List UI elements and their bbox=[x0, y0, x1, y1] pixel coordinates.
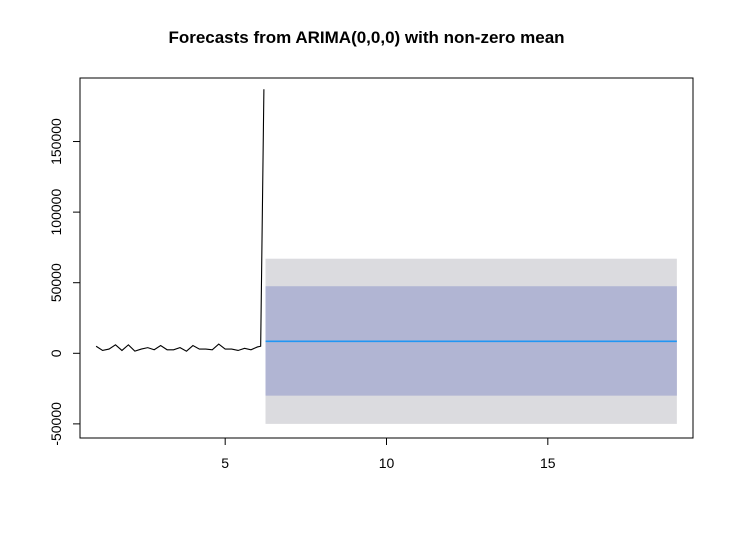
y-tick-label: 150000 bbox=[48, 118, 64, 165]
y-tick-label: 50000 bbox=[48, 263, 64, 302]
x-tick-label: 10 bbox=[379, 455, 395, 471]
x-tick-label: 5 bbox=[221, 455, 229, 471]
chart-title: Forecasts from ARIMA(0,0,0) with non-zer… bbox=[168, 28, 565, 47]
x-axis: 5 10 15 bbox=[221, 437, 556, 471]
series-lines bbox=[95, 89, 677, 352]
y-tick-label: 0 bbox=[48, 349, 64, 357]
x-tick-label: 15 bbox=[540, 455, 556, 471]
y-tick-label: 100000 bbox=[48, 189, 64, 236]
y-axis: -50000 0 50000 100000 150000 bbox=[48, 118, 81, 446]
y-tick-label: -50000 bbox=[48, 402, 64, 446]
history-line bbox=[95, 89, 265, 352]
